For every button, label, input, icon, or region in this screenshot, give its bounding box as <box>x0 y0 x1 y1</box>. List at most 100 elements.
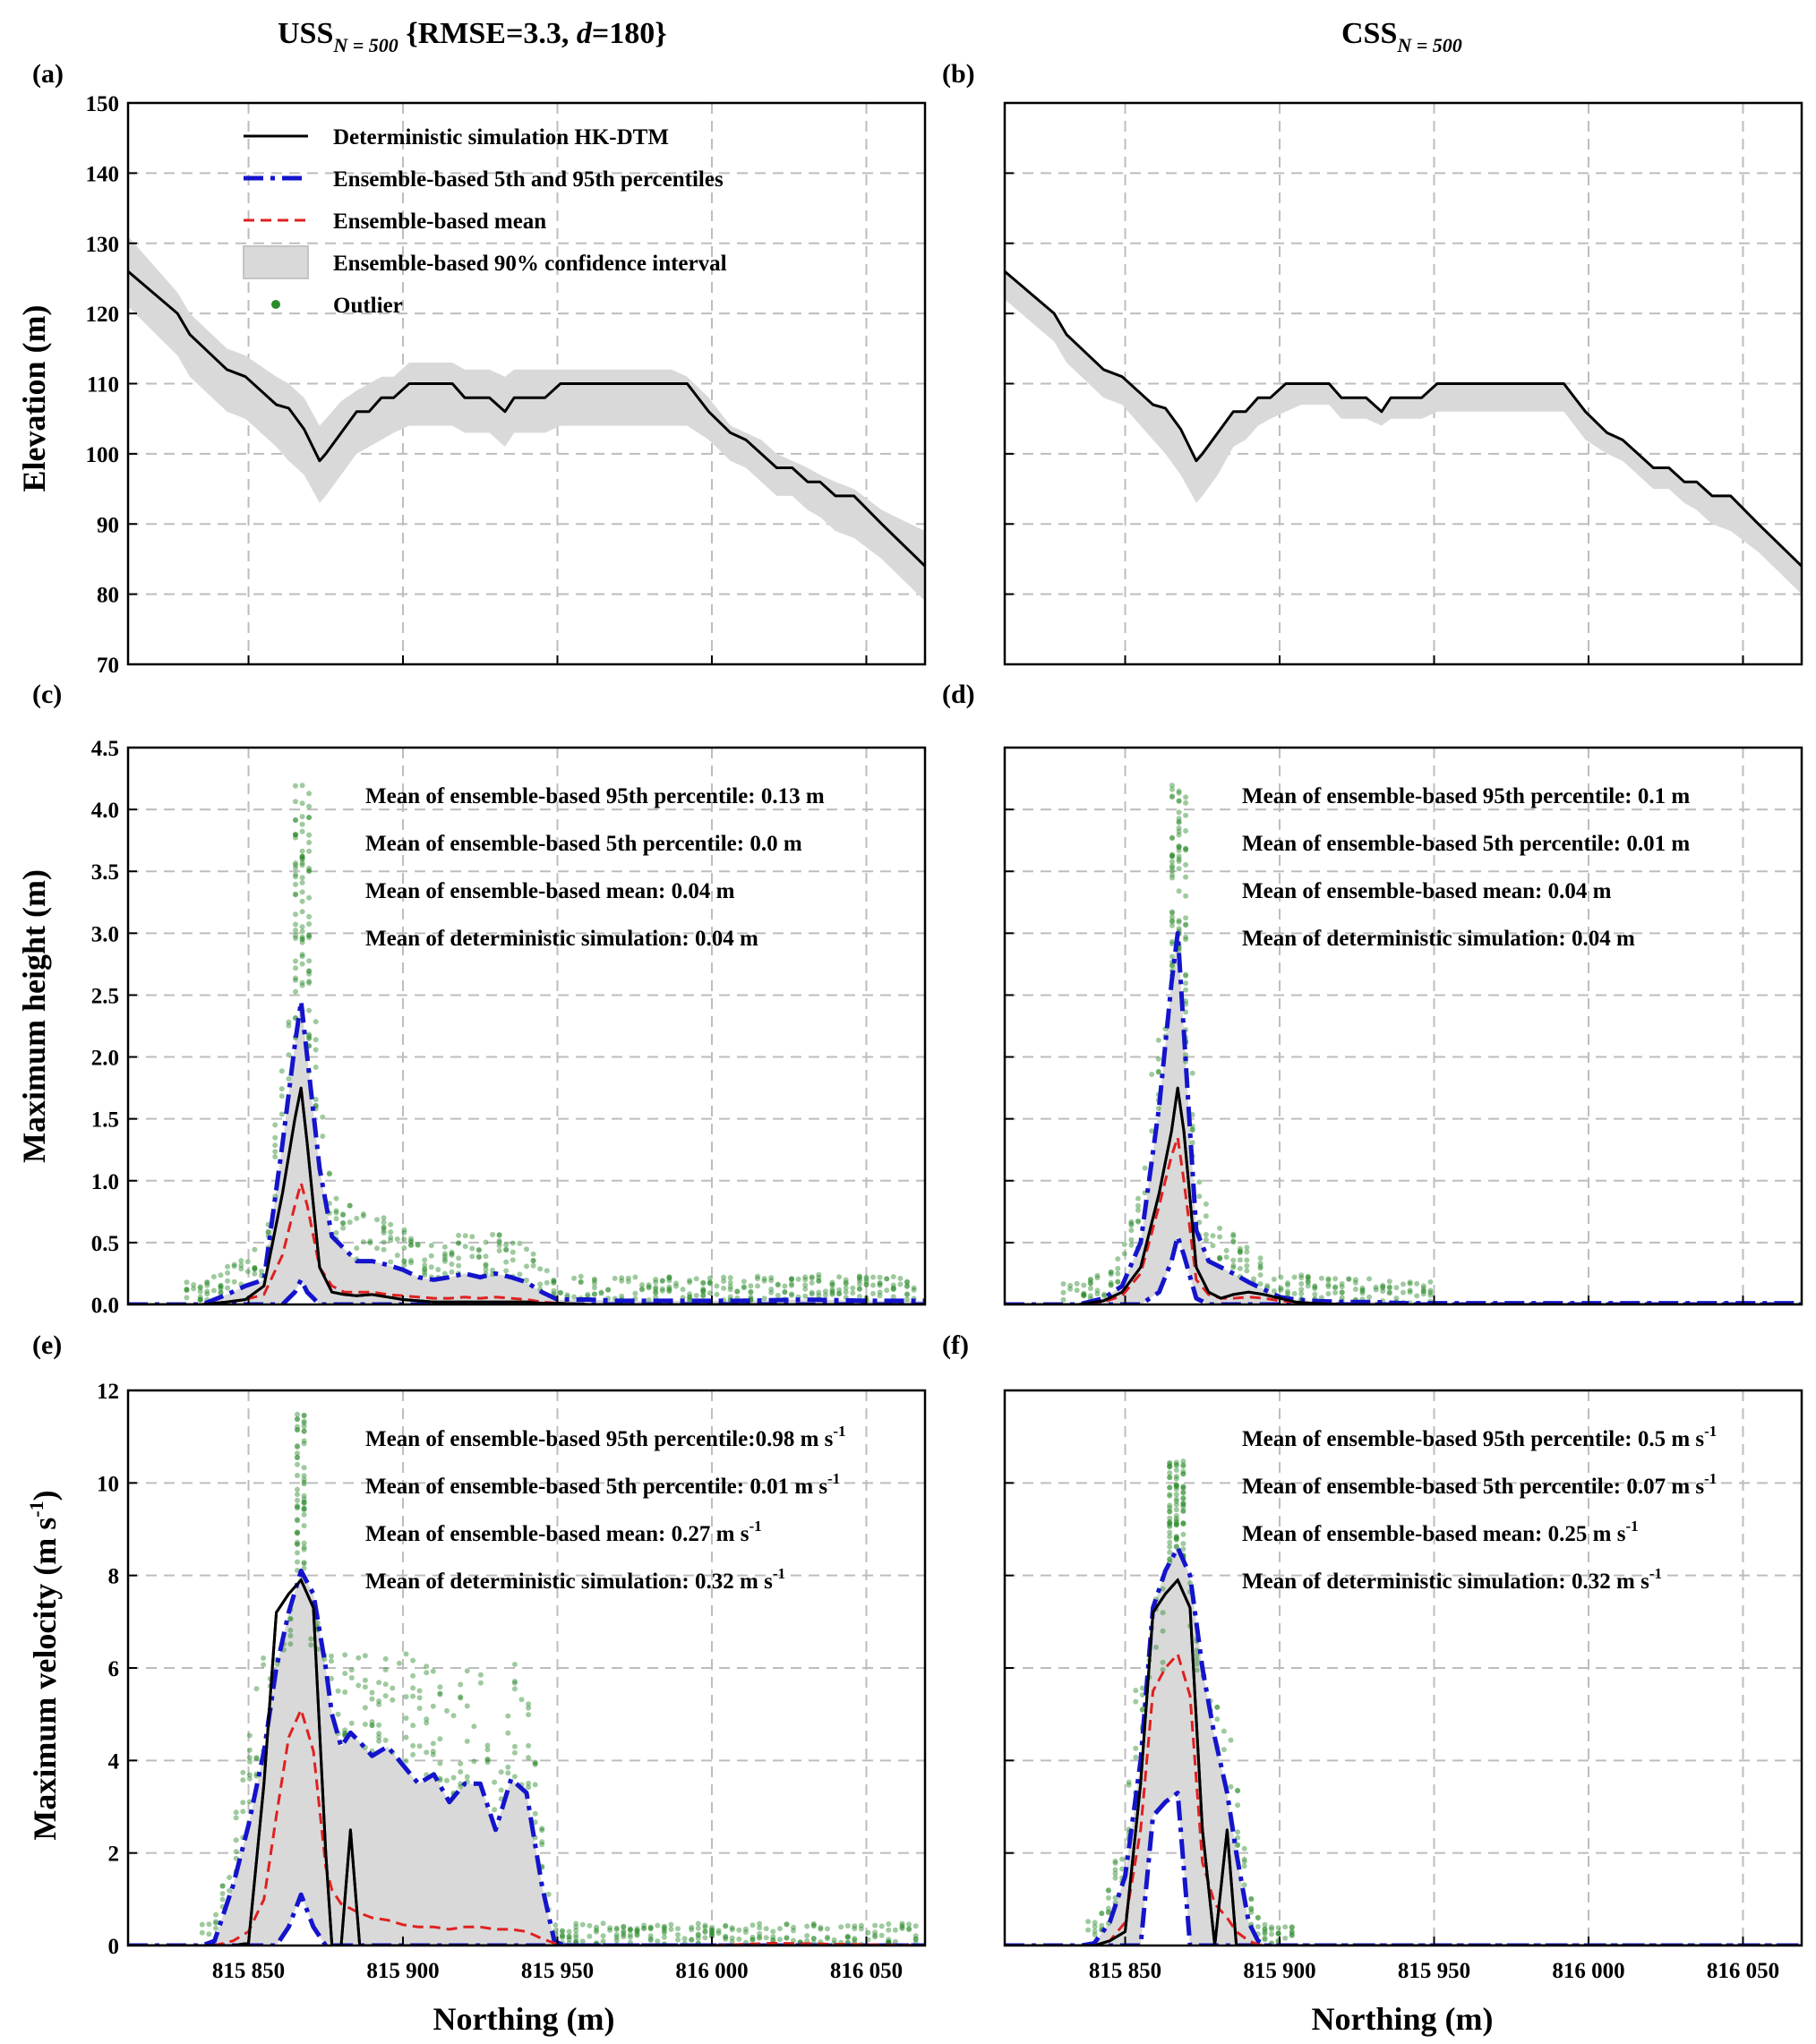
outlier-point <box>700 1288 707 1295</box>
outlier-point <box>621 1923 627 1929</box>
outlier-point <box>1160 1666 1166 1672</box>
outlier-point <box>321 1656 328 1663</box>
outlier-point <box>355 1682 362 1689</box>
outlier-point <box>293 871 298 877</box>
outlier-point <box>1180 1520 1186 1527</box>
outlier-point <box>1217 1234 1223 1240</box>
outlier-point <box>1194 1656 1200 1663</box>
outlier-point <box>1167 1505 1173 1511</box>
outlier-point <box>877 1274 883 1280</box>
outlier-point <box>641 1925 647 1931</box>
outlier-point <box>573 1924 579 1930</box>
y-tick-label: 12 <box>97 1380 119 1404</box>
outlier-point <box>886 1927 892 1933</box>
outlier-point <box>791 1928 796 1934</box>
outlier-point <box>1173 1522 1179 1528</box>
outlier-point <box>904 1279 910 1286</box>
outlier-point <box>1230 1264 1237 1270</box>
outlier-point <box>295 1497 300 1503</box>
outlier-point <box>295 1530 300 1536</box>
outlier-point <box>695 1920 701 1927</box>
outlier-point <box>1173 1501 1179 1508</box>
outlier-point <box>742 1926 749 1932</box>
outlier-point <box>1160 1659 1166 1665</box>
outlier-point <box>422 1266 428 1272</box>
outlier-point <box>693 1293 699 1298</box>
outlier-point <box>428 1243 434 1249</box>
outlier-point <box>403 1734 409 1740</box>
outlier-point <box>687 1291 693 1297</box>
outlier-point <box>340 1220 347 1227</box>
outlier-point <box>401 1229 407 1236</box>
outlier-point <box>342 1727 348 1733</box>
outlier-point <box>293 936 298 941</box>
outlier-point <box>498 1787 504 1793</box>
outlier-point <box>634 1926 640 1932</box>
outlier-point <box>342 1652 348 1658</box>
outlier-point <box>376 1680 382 1686</box>
outlier-point <box>295 1550 300 1556</box>
outlier-point <box>573 1920 579 1927</box>
outlier-point <box>293 911 298 918</box>
outlier-point <box>456 1240 462 1246</box>
outlier-point <box>763 1935 769 1941</box>
outlier-point <box>1115 1279 1121 1285</box>
outlier-point <box>320 1114 326 1120</box>
outlier-point <box>469 1245 475 1252</box>
outlier-point <box>449 1251 455 1257</box>
outlier-point <box>369 1689 375 1696</box>
outlier-point <box>1257 1255 1263 1261</box>
outlier-point <box>1248 1895 1255 1902</box>
outlier-point <box>1235 1843 1241 1849</box>
outlier-point <box>1407 1289 1413 1296</box>
outlier-point <box>1173 1482 1179 1488</box>
outlier-point <box>231 1279 237 1285</box>
outlier-point <box>1173 1519 1179 1526</box>
outlier-point <box>1183 893 1189 899</box>
outlier-point <box>1305 1274 1311 1280</box>
outlier-point <box>1275 1930 1281 1937</box>
outlier-point <box>1183 1052 1189 1058</box>
outlier-point <box>1366 1276 1373 1282</box>
outlier-point <box>374 1245 380 1252</box>
outlier-point <box>340 1220 347 1227</box>
outlier-point <box>661 1926 667 1932</box>
outlier-point <box>789 1292 794 1298</box>
outlier-point <box>627 1932 633 1937</box>
outlier-point <box>505 1770 511 1776</box>
outlier-point <box>1173 1482 1179 1488</box>
outlier-point <box>1180 1485 1186 1492</box>
outlier-point <box>666 1274 672 1280</box>
outlier-point <box>789 1277 794 1283</box>
outlier-point <box>850 1290 856 1296</box>
y-tick-label: 150 <box>86 92 120 116</box>
outlier-point <box>653 1277 659 1282</box>
outlier-point <box>1189 1127 1195 1133</box>
outlier-point <box>424 1663 430 1670</box>
outlier-point <box>415 1242 421 1248</box>
outlier-point <box>1386 1289 1392 1296</box>
outlier-point <box>184 1279 190 1286</box>
outlier-point <box>741 1279 747 1285</box>
outlier-point <box>1401 1281 1406 1287</box>
outlier-point <box>1067 1282 1074 1288</box>
outlier-point <box>1393 1285 1400 1291</box>
outlier-point <box>1183 922 1189 928</box>
outlier-point <box>1092 1932 1098 1937</box>
outlier-point <box>1420 1287 1426 1294</box>
outlier-point <box>1359 1287 1366 1293</box>
series-line <box>128 998 925 1304</box>
outlier-point <box>401 1259 407 1265</box>
outlier-point <box>1176 856 1182 862</box>
annotation-unit-sup: -1 <box>827 1470 840 1487</box>
outlier-point <box>560 1932 565 1938</box>
outlier-point <box>306 932 313 938</box>
outlier-point <box>591 1280 597 1287</box>
outlier-point <box>1262 1926 1268 1932</box>
outlier-point <box>585 1291 591 1297</box>
outlier-point <box>306 971 313 977</box>
outlier-point <box>191 1282 197 1287</box>
outlier-point <box>1155 1068 1161 1074</box>
outlier-point <box>784 1921 790 1928</box>
